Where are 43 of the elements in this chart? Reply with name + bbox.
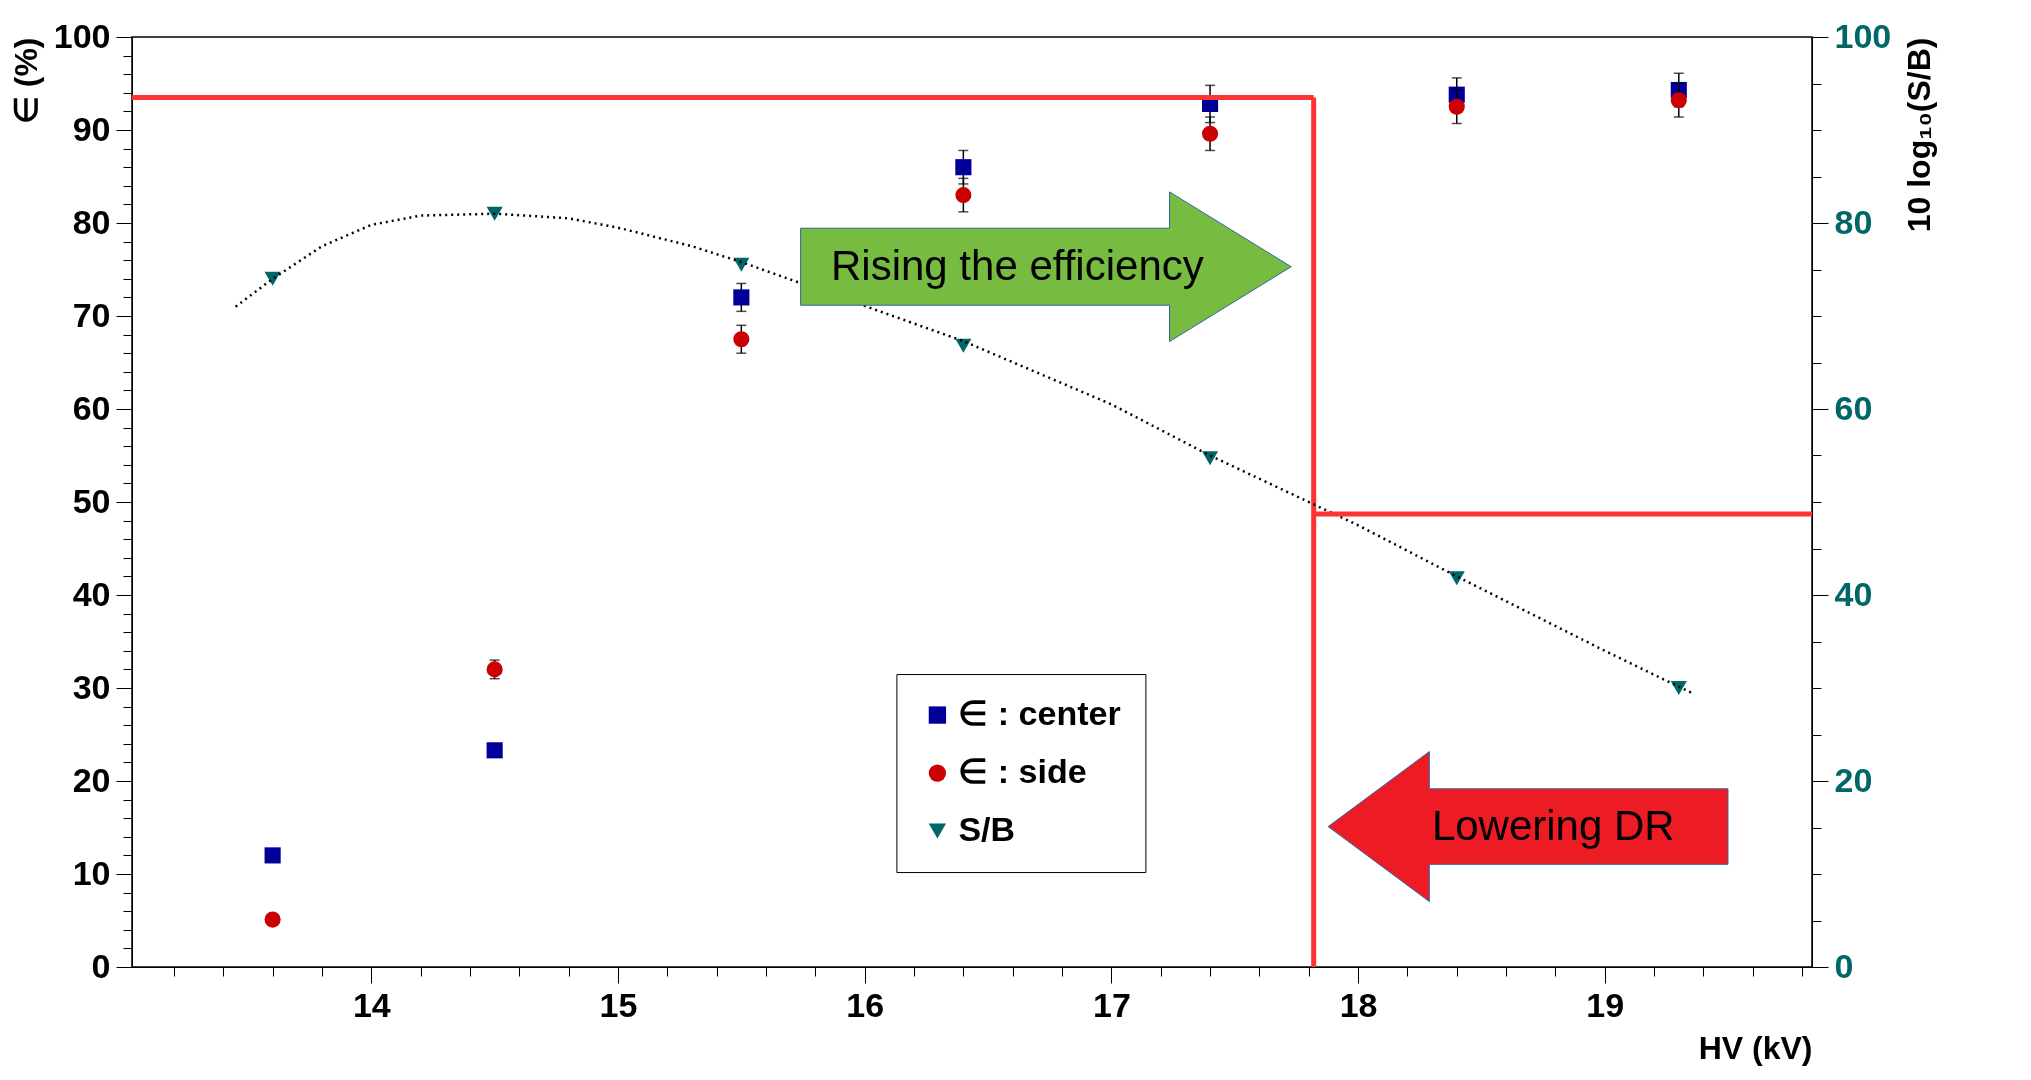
x-axis-title: HV (kV) [1698, 1029, 1813, 1066]
y-tick-label: 100 [53, 16, 111, 55]
y2-tick-label: 80 [1834, 202, 1873, 241]
y2-tick-label: 20 [1834, 760, 1873, 799]
y-tick-label: 50 [72, 481, 111, 520]
x-tick-label: 14 [352, 985, 391, 1024]
y2-tick-label: 60 [1834, 388, 1873, 427]
y2-tick-label: 100 [1834, 16, 1892, 55]
annotation: Rising the efficiency [830, 241, 1204, 289]
point [264, 847, 281, 864]
x-tick-label: 16 [846, 985, 885, 1024]
y-tick-label: 90 [72, 109, 111, 148]
y2-tick-label: 40 [1834, 574, 1873, 613]
y-tick-label: 80 [72, 202, 111, 241]
point [486, 206, 503, 221]
point [1448, 98, 1465, 115]
y-tick-label: 10 [72, 853, 111, 892]
legend-label: ∈ : side [958, 752, 1087, 791]
x-tick-label: 17 [1092, 985, 1131, 1024]
y-tick-label: 40 [72, 574, 111, 613]
y-tick-label: 70 [72, 295, 111, 334]
y-tick-label: 0 [91, 946, 111, 985]
y-axis-title: ∈ (%) [7, 37, 44, 125]
y2-tick-label: 0 [1834, 946, 1854, 985]
legend-label: ∈ : center [958, 694, 1121, 733]
point [486, 742, 503, 759]
point [955, 187, 972, 204]
point [955, 159, 972, 176]
x-tick-label: 18 [1339, 985, 1378, 1024]
y-tick-label: 20 [72, 760, 111, 799]
annotation: Lowering DR [1431, 801, 1675, 849]
point [1670, 92, 1687, 109]
point [1202, 125, 1219, 142]
point [1670, 681, 1687, 695]
point [733, 331, 750, 348]
legend-label: S/B [958, 810, 1016, 849]
y-tick-label: 60 [72, 388, 111, 427]
x-tick-label: 15 [599, 985, 638, 1024]
x-tick-label: 19 [1586, 985, 1625, 1024]
point [264, 911, 281, 928]
point [733, 289, 750, 306]
y-tick-label: 30 [72, 667, 111, 706]
y2-axis-title: 10 log₁₀(S/B) [1901, 37, 1938, 233]
